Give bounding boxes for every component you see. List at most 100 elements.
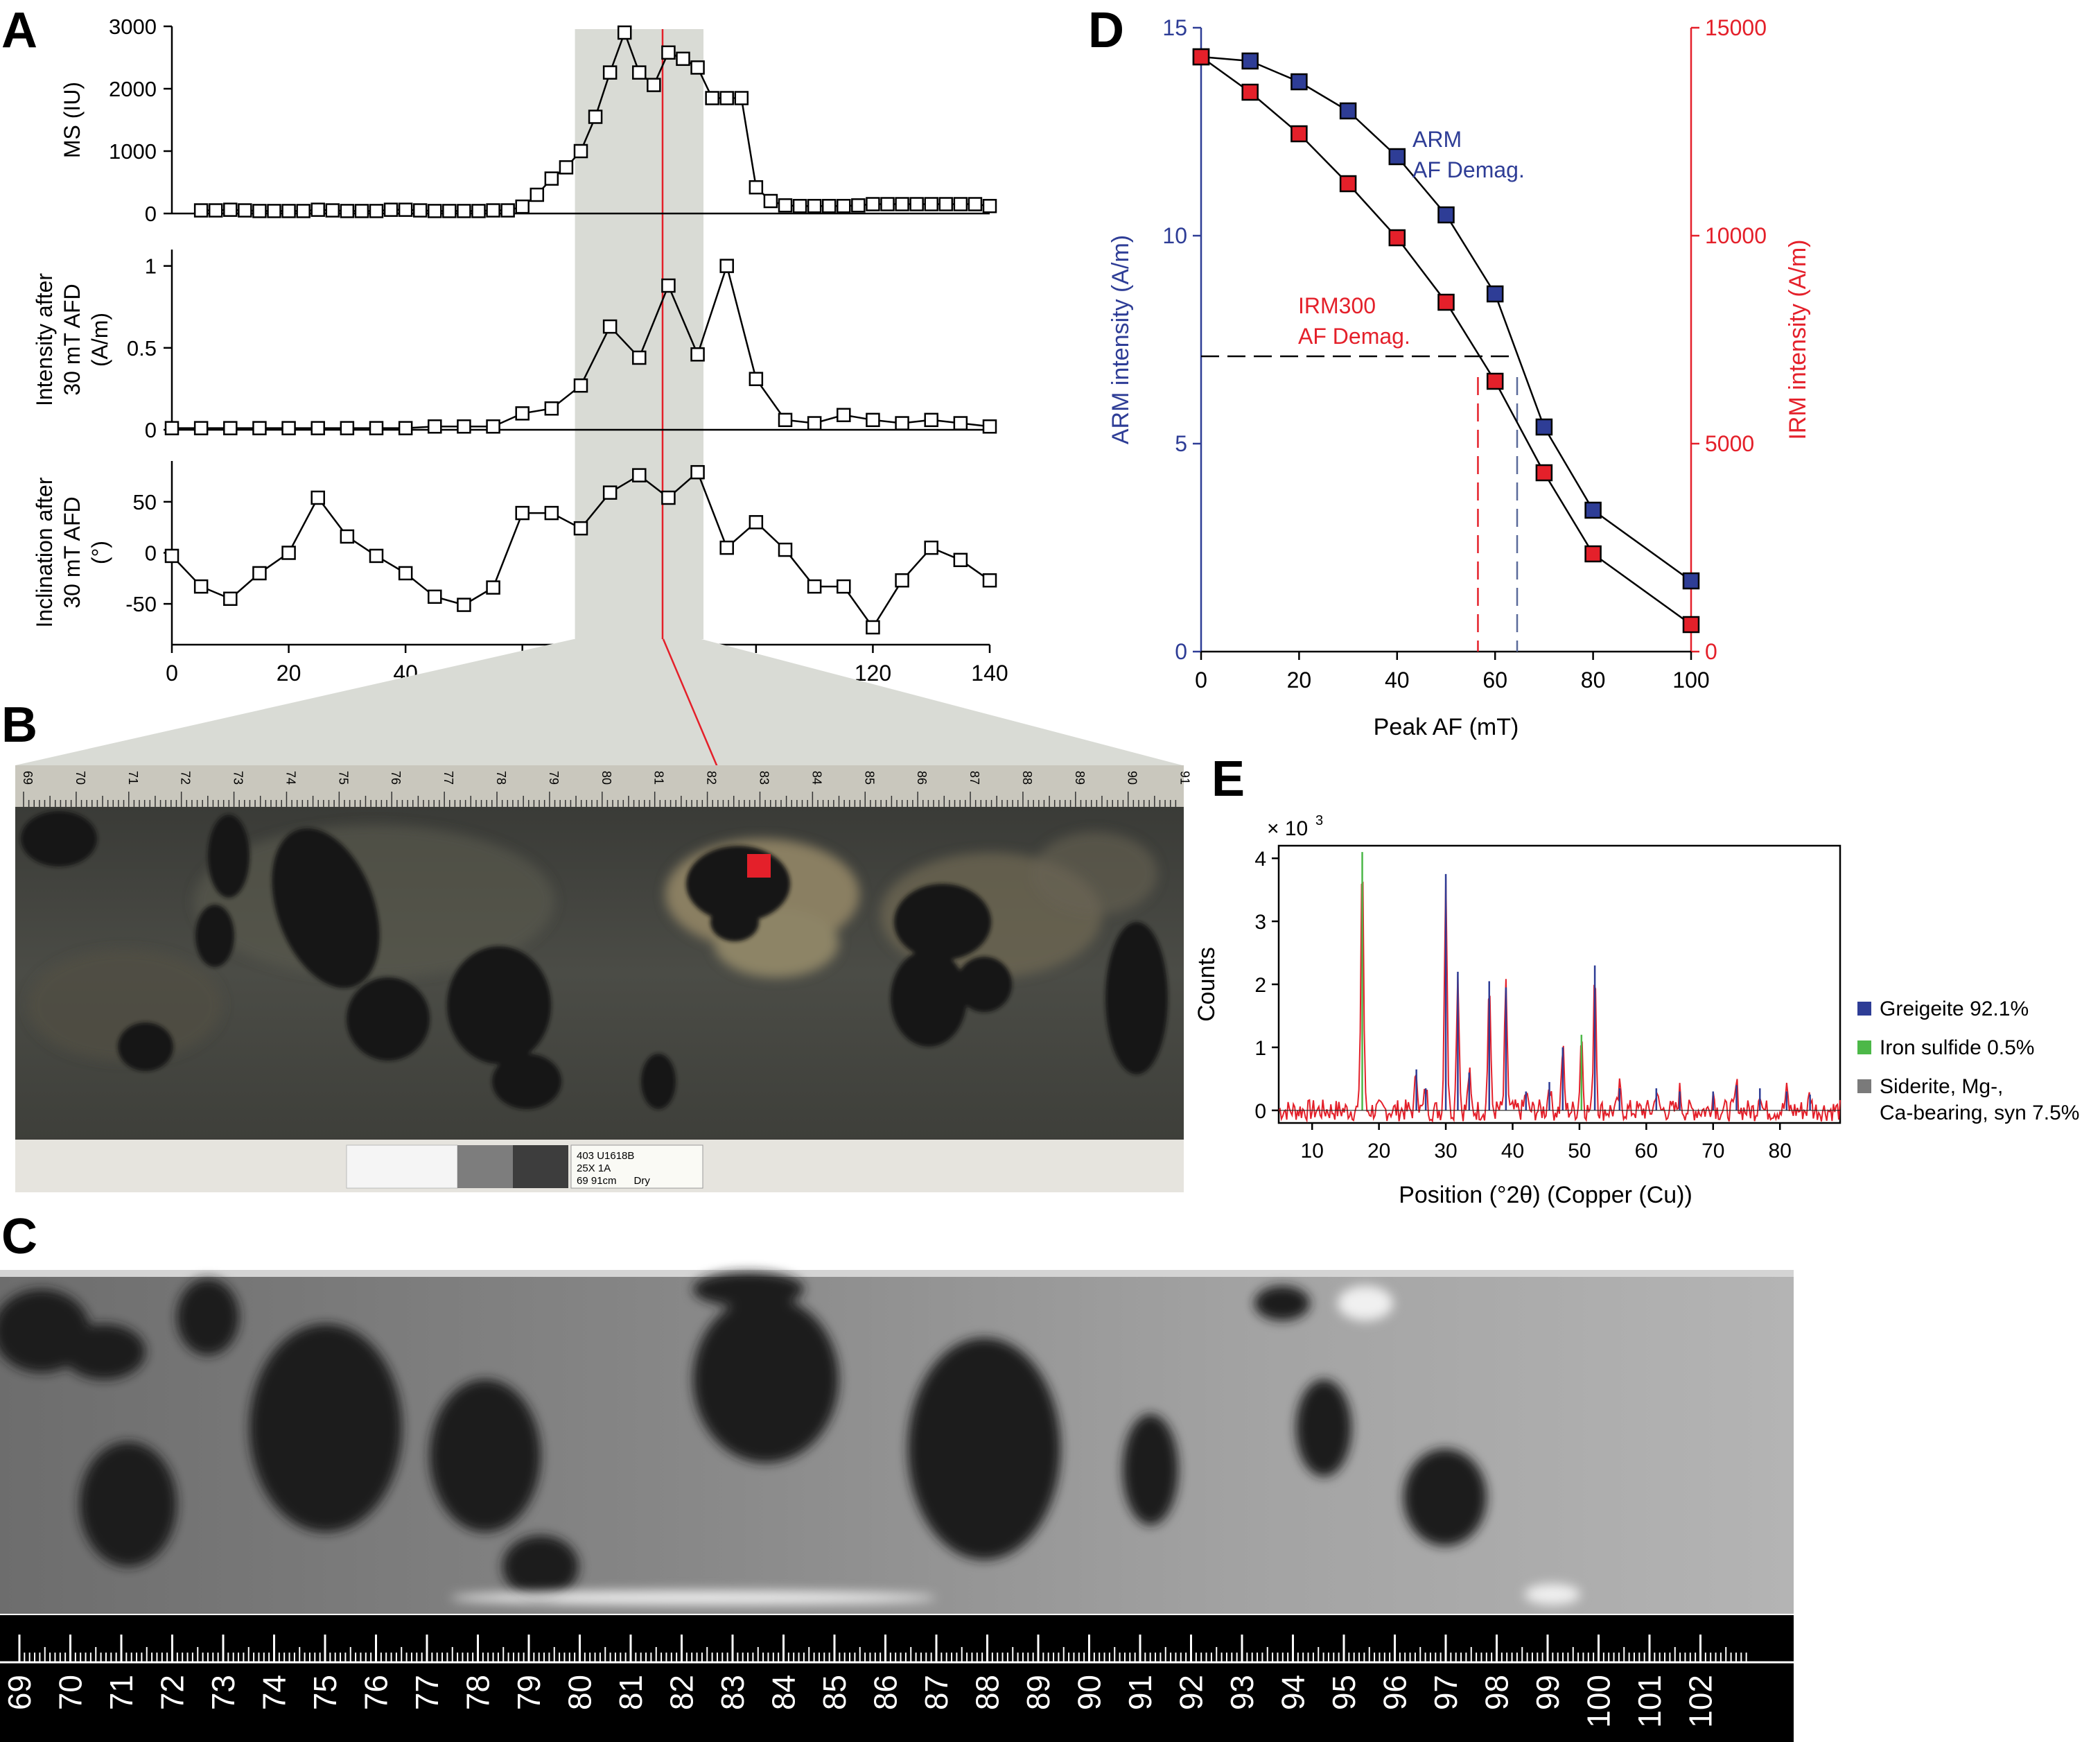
data-point [821,198,837,214]
data-point [1535,418,1553,436]
data-point [457,598,471,612]
data-point [1339,102,1357,120]
data-point [1437,293,1455,311]
data-point [515,406,530,421]
y-tick-label: 0 [1254,1100,1266,1123]
data-point [705,91,719,105]
data-point [968,197,983,211]
data-point [544,171,559,186]
data-point [544,505,559,521]
observed-pattern [1278,877,1841,1123]
ruler-label: 91 [1178,771,1192,785]
data-point [1388,148,1406,166]
scale-label: 97 [1428,1675,1464,1710]
right-y-tick-label: 0 [1705,639,1717,664]
data-point [1682,616,1700,634]
label-card-line-1: 403 U1618B [577,1150,634,1162]
data-point [837,579,851,594]
scale-label: 96 [1377,1675,1413,1710]
data-point [559,160,574,175]
scale-label: 99 [1530,1675,1566,1710]
y-tick-label: 1000 [109,139,157,164]
right-y-axis-label: IRM intensity (A/m) [1785,239,1811,439]
data-point [676,51,690,67]
legend-label: Ca-bearing, syn 7.5% [1880,1101,2080,1124]
data-point [661,45,676,60]
scale-label: 98 [1479,1675,1515,1710]
label-card [570,1144,703,1189]
scale-label: 102 [1683,1675,1719,1728]
panel-e-xrd: 0 1 2 3 4 10 20 30 40 50 60 70 80 Position (°2θ) (Cop… [1193,813,2080,1208]
data-point [1682,572,1700,590]
data-point [807,416,822,430]
data-point [953,197,968,211]
y-axis-label: Intensity after [32,273,57,406]
x-tick-label: 40 [1385,668,1410,693]
data-point [1241,52,1259,70]
y-tick-label: 3 [1254,911,1266,934]
data-point [924,197,938,211]
y-tick-label: 2000 [109,77,157,101]
scale-label: 89 [1020,1675,1056,1710]
legend-label: Siderite, Mg-, [1880,1075,2003,1098]
data-point [749,372,764,386]
data-point [310,490,325,505]
data-point [778,542,793,557]
y-tick-label: 4 [1254,848,1266,871]
data-point [866,620,880,635]
data-point [880,197,895,211]
scale-label: 101 [1631,1675,1668,1728]
left-y-tick-label: 10 [1162,223,1187,248]
data-point [193,203,209,218]
data-point [588,110,603,124]
scale-label: 100 [1581,1675,1617,1728]
right-y-tick-label: 5000 [1705,431,1754,456]
data-point [632,350,647,365]
left-y-tick-label: 5 [1175,431,1187,456]
data-point [223,202,238,217]
gray-scale-card-dark [513,1145,568,1188]
x-tick-label: 10 [1301,1140,1324,1162]
data-point [412,203,428,218]
scale-label: 94 [1275,1675,1311,1710]
scale-label: 69 [1,1675,37,1710]
x-tick-label: 80 [1581,668,1606,693]
ruler-label: 85 [862,771,876,785]
legend-swatch [1857,1079,1871,1093]
data-point [296,204,310,218]
data-point [1388,229,1406,247]
data-point [1486,285,1504,303]
ruler-label: 87 [968,771,981,785]
y-tick-label: 0 [145,418,157,442]
data-point [749,180,764,195]
y-tick-label: 0 [145,202,157,226]
data-point [252,421,267,435]
ruler-label: 88 [1020,771,1034,785]
scale-label: 79 [511,1675,547,1710]
y-tick-label: 1 [145,254,157,279]
ruler-label: 90 [1126,771,1139,785]
scale-label: 78 [460,1675,496,1710]
series-label: AF Demag. [1412,157,1525,182]
data-point [690,464,705,480]
scale-label: 90 [1071,1675,1108,1710]
ruler-label: 72 [179,771,193,785]
scale-label: 76 [358,1675,394,1710]
ruler-label: 77 [441,771,455,785]
x-tick-label: 20 [1367,1140,1390,1162]
ruler-label: 89 [1073,771,1087,785]
scale-label: 82 [664,1675,700,1710]
data-point [719,540,734,555]
data-point [428,204,442,218]
panel-label-a: A [1,3,37,58]
data-point [193,421,209,435]
scale-label: 84 [766,1675,802,1710]
data-point [457,204,471,218]
data-point [281,546,296,560]
y-multiplier-exponent: 3 [1315,813,1323,828]
data-point [457,419,471,434]
data-point [252,204,267,218]
data-point [310,421,325,435]
legend-swatch [1857,1002,1871,1016]
data-point [369,421,384,435]
